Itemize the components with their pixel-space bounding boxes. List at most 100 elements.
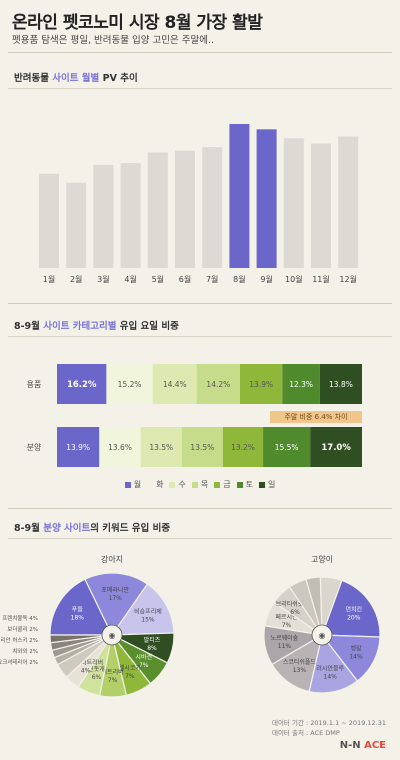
divider — [8, 303, 392, 304]
pie-title: 고양이 — [311, 554, 333, 564]
pet-icon-glyph: ◉ — [319, 631, 326, 640]
slice-value: 18% — [71, 614, 85, 621]
divider — [8, 508, 392, 509]
segment-분양-수 — [140, 427, 182, 467]
segment-value: 16.2% — [67, 380, 97, 390]
slice-value: 6% — [290, 609, 300, 616]
legend-item: 수 — [169, 480, 186, 489]
slice-label: 스코티쉬폴드 — [283, 658, 317, 666]
bar-4 — [120, 163, 141, 268]
slice-value: 13% — [293, 667, 307, 674]
slice-value: 7% — [139, 662, 149, 669]
keyword-pie-charts: 푸들18%포메라니안17%비숑프리제15%말티즈8%시바견7%웰시코기7%리트리… — [0, 554, 381, 698]
bar-3 — [93, 164, 114, 268]
pet-icon — [101, 624, 123, 646]
segment-분양-토 — [263, 427, 311, 467]
segment-용품-수 — [152, 364, 197, 404]
bar-1 — [39, 173, 59, 268]
slice-요크셔테리어 — [49, 634, 113, 644]
bar-8 — [229, 124, 250, 268]
pie-title: 강아지 — [101, 554, 123, 564]
bar-10 — [283, 138, 304, 268]
slice-value: 20% — [347, 615, 361, 622]
slice-label: 페르시안 — [275, 613, 298, 621]
x-tick-label: 7월 — [206, 274, 218, 284]
slice-label: 말티즈 — [144, 636, 161, 644]
bar-12 — [338, 136, 359, 268]
row-label: 용품 — [27, 380, 42, 389]
bar-2 — [66, 182, 87, 268]
legend-swatch — [214, 481, 221, 488]
segment-value: 13.8% — [329, 380, 353, 389]
slice-label: 뱅갈 — [351, 644, 363, 652]
slice-포메라니안 — [84, 572, 149, 637]
legend-item: 목 — [191, 480, 208, 489]
legend-swatch — [169, 481, 176, 488]
page-subtitle: 펫용품 탐색은 평일, 반려동물 입양 고민은 주말에.. — [12, 35, 214, 46]
segment-value: 15.2% — [118, 380, 142, 389]
slice-value: 8% — [147, 645, 157, 652]
x-tick-label: 4월 — [124, 274, 136, 284]
slice-비숑프리제 — [110, 583, 175, 636]
slice-label: 러시안블루 — [316, 664, 344, 672]
row-label: 분양 — [27, 443, 42, 452]
slice-value: 14% — [324, 673, 338, 680]
segment-분양-목 — [181, 427, 223, 467]
segment-value: 13.5% — [149, 443, 173, 452]
slice-뱅갈 — [320, 634, 381, 682]
legend-item: 금 — [214, 480, 231, 489]
segment-value: 13.6% — [108, 443, 132, 452]
slice-label: 브리티쉬숏헤어 — [276, 600, 315, 608]
x-tick-label: 5월 — [152, 274, 164, 284]
slice-label: 리트리버 — [102, 668, 124, 676]
slice-label: 노르웨이숲 — [271, 634, 299, 642]
slice-value: 15% — [141, 616, 155, 623]
slice-value: 7% — [282, 622, 292, 629]
pet-icon — [311, 624, 333, 646]
slice-label: 웰시코기 — [119, 664, 141, 672]
slice-value: 7% — [108, 677, 118, 684]
callout-label: 요크셔테리어 2% — [0, 658, 38, 666]
legend-swatch — [191, 481, 198, 488]
slice-value: 4% — [81, 667, 91, 674]
segment-value: 13.9% — [66, 443, 90, 452]
segment-용품-월 — [57, 364, 107, 404]
legend-item: 일 — [258, 480, 275, 489]
bar-11 — [311, 143, 331, 268]
legend-swatch — [236, 481, 243, 488]
section-title-weekday: 8-9월 사이트 카테고리별 유입 요일 비중 — [14, 321, 179, 332]
data-period: 데이터 기간 : 2019.1.1 ~ 2019.12.31 — [271, 719, 386, 727]
legend-item: 토 — [236, 480, 253, 489]
x-tick-label: 6월 — [179, 274, 191, 284]
x-tick-label: 1월 — [43, 274, 55, 284]
callout-label: 치와와 2% — [12, 647, 38, 655]
x-tick-label: 11월 — [312, 274, 330, 284]
legend-item: 월 — [124, 480, 141, 489]
segment-value: 14.4% — [163, 380, 187, 389]
segment-분양-월 — [57, 427, 100, 467]
x-tick-label: 3월 — [97, 274, 109, 284]
section-title-monthly: 반려동물 사이트 월별 PV 추이 — [14, 73, 138, 84]
divider — [8, 336, 392, 337]
divider — [8, 538, 392, 539]
x-tick-label: 2월 — [70, 274, 82, 284]
slice-label: 포메라니안 — [101, 586, 129, 594]
footer-info: 데이터 기간 : 2019.1.1 ~ 2019.12.31 데이터 출처 : … — [272, 718, 386, 738]
x-tick-label: 8월 — [233, 274, 245, 284]
bar-6 — [175, 150, 195, 268]
slice-value: 11% — [278, 643, 292, 650]
slice-아비시니안 — [319, 576, 343, 636]
segment-value: 15.5% — [275, 443, 299, 452]
segment-용품-토 — [282, 364, 320, 404]
callout-label: 보더콜리 2% — [7, 625, 38, 633]
pet-icon-glyph: ◉ — [109, 631, 116, 640]
slice-label: 푸들 — [72, 606, 84, 613]
segment-분양-일 — [310, 427, 362, 467]
bar-9 — [256, 129, 277, 268]
segment-value: 13.9% — [249, 380, 273, 389]
page-title: 온라인 펫코노미 시장 8월 가장 활발 — [12, 13, 263, 33]
brand-logo: N-N ACE — [339, 740, 386, 751]
segment-용품-화 — [106, 364, 153, 404]
